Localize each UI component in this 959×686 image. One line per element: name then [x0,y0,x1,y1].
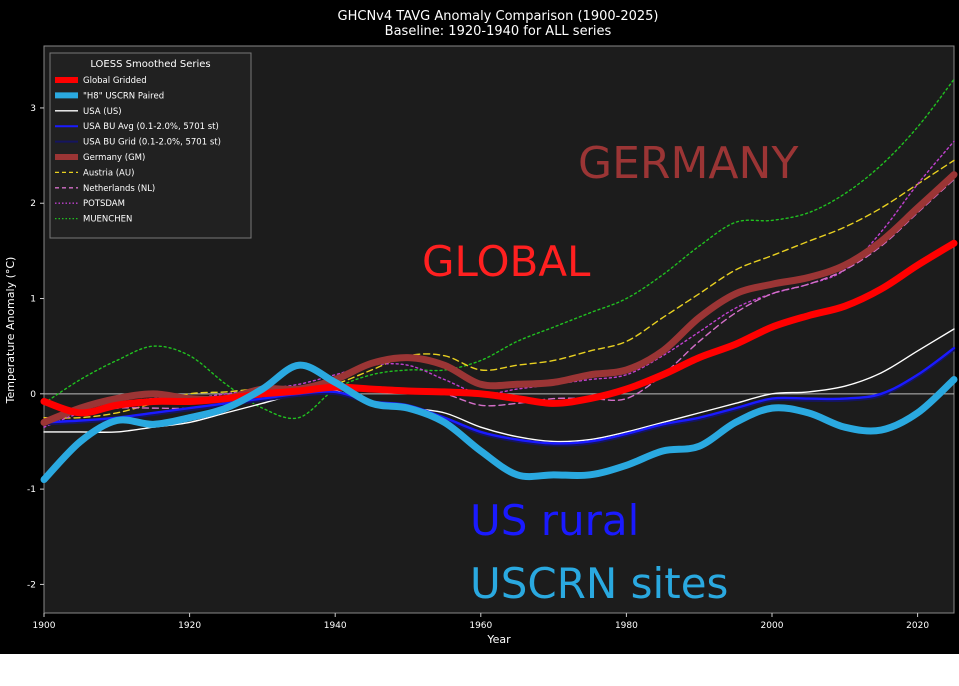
series-line-3 [42,346,956,445]
legend-entry-label: "H8" USCRN Paired [83,91,164,101]
series-line-6 [43,159,955,419]
series-line-2 [43,328,955,443]
legend-entry-label: Germany (GM) [83,153,145,163]
legend-title: LOESS Smoothed Series [90,59,210,70]
legend-entry-label: USA (US) [83,107,122,117]
legend-entry-label: USA BU Avg (0.1-2.0%, 5701 st) [83,122,219,132]
x-tick-label: 2000 [761,621,784,631]
legend-box [49,52,252,239]
legend-entry-label: POTSDAM [83,199,125,209]
y-tick-label: 3 [30,104,36,114]
annotation-layer: GERMANY GLOBAL US rural USCRN sites [422,138,798,608]
x-tick-label: 1900 [33,621,56,631]
series-line-0 [40,239,958,417]
annotation-label: USCRN sites [470,559,728,608]
line-chart: GHCNv4 TAVG Anomaly Comparison (1900-202… [4,9,958,646]
legend-entry-label: Netherlands (NL) [83,184,155,194]
x-tick-label: 1980 [615,621,638,631]
x-tick-label: 1920 [178,621,201,631]
axes: 1900 1920 1940 1960 1980 2000 2020 -2 -1 0 1 2 3 [27,104,954,631]
annotation-label: GERMANY [578,138,798,189]
chart-title: GHCNv4 TAVG Anomaly Comparison (1900-202… [338,9,659,24]
series-line-4 [42,348,956,447]
annotation-label: US rural [470,496,639,545]
series-layer [40,78,958,484]
legend-entry-label: MUENCHEN [83,215,132,225]
x-tick-label: 1940 [324,621,347,631]
x-tick-label: 1960 [469,621,492,631]
y-tick-label: 1 [30,295,36,305]
legend: LOESS Smoothed Series Global Gridded "H8" … [49,52,252,239]
x-tick-label: 2020 [906,621,929,631]
y-tick-label: -1 [27,485,36,495]
chart-subtitle: Baseline: 1920-1940 for ALL series [385,24,612,39]
legend-entry-label: USA BU Grid (0.1-2.0%, 5701 st) [83,138,221,148]
legend-entry-label: Austria (AU) [83,168,134,178]
bottom-margin [0,654,959,686]
series-line-9 [43,78,955,420]
y-tick-label: -2 [27,580,36,590]
chart-figure: GHCNv4 TAVG Anomaly Comparison (1900-202… [0,0,959,654]
y-tick-label: 0 [30,390,36,400]
y-tick-label: 2 [30,199,36,209]
x-axis-label: Year [486,633,511,646]
y-axis-label: Temperature Anomaly (°C) [4,257,17,405]
series-line-1 [40,361,958,484]
legend-entry-label: Global Gridded [83,76,147,86]
annotation-label: GLOBAL [422,237,591,286]
